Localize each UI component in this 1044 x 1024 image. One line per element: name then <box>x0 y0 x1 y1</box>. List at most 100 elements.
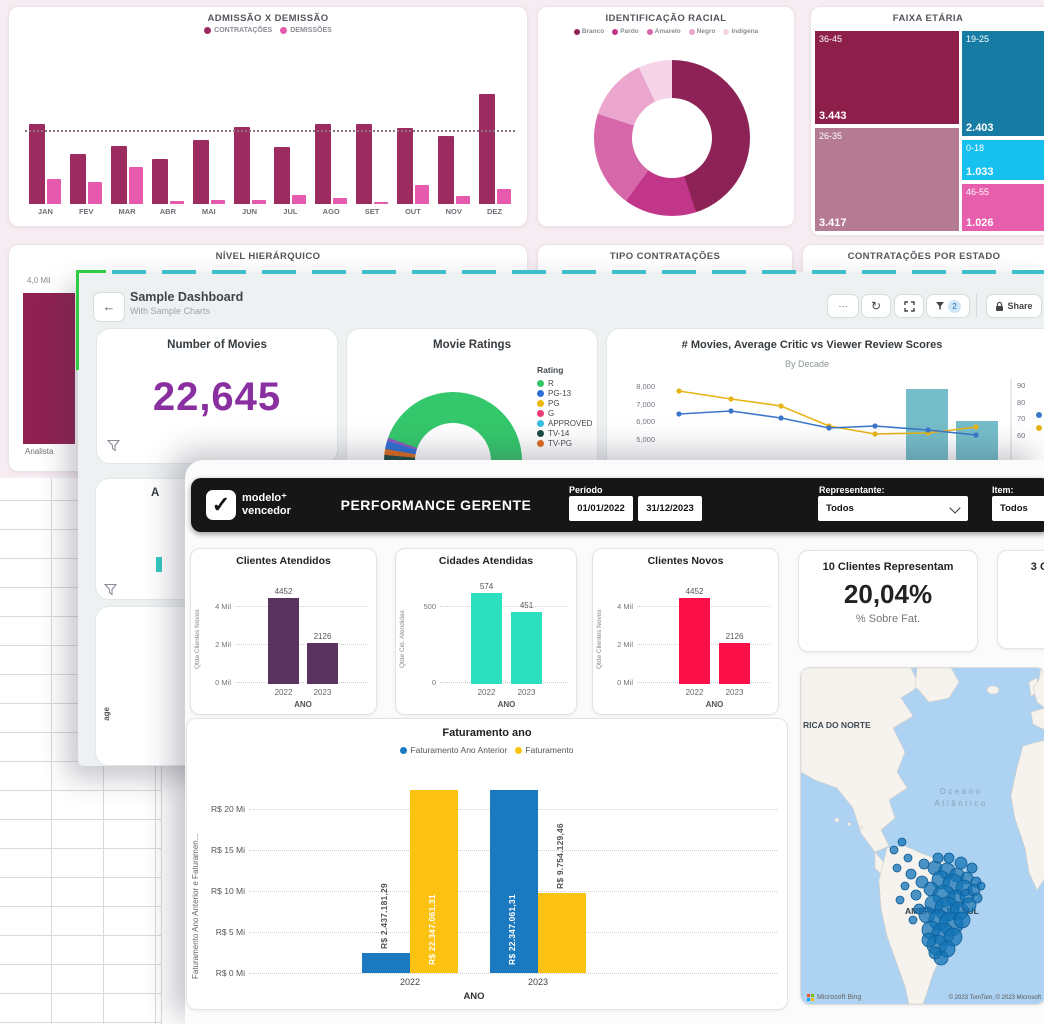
contratacoes-bar[interactable] <box>192 140 209 204</box>
map-bubble[interactable] <box>910 889 922 901</box>
treemap-block[interactable]: 36-45 3.443 <box>815 31 959 124</box>
treemap-block[interactable]: 46-55 1.026 <box>962 183 1044 231</box>
legend-item: DEMISSÕES <box>280 27 332 34</box>
map-bubble[interactable] <box>895 895 905 905</box>
treemap-block[interactable]: 0-18 1.033 <box>962 139 1044 181</box>
demissoes-bar[interactable] <box>414 185 429 204</box>
kpi-bar[interactable] <box>511 612 542 684</box>
map-bubble[interactable] <box>953 911 971 929</box>
contratacoes-bar[interactable] <box>274 147 291 204</box>
kpi-bar[interactable] <box>268 598 299 684</box>
filter-icon[interactable] <box>104 583 117 596</box>
y-axis-tick: 5,000 <box>636 434 655 444</box>
contratacoes-bar[interactable] <box>315 124 332 204</box>
contratacoes-bar[interactable] <box>111 146 128 204</box>
map-bubble[interactable] <box>908 915 918 925</box>
contratacoes-bar[interactable] <box>151 159 168 204</box>
more-button[interactable]: ··· <box>827 294 859 318</box>
kpi-bar[interactable] <box>307 643 338 684</box>
month-bar-group[interactable] <box>311 87 352 204</box>
fat-bar-faturamento[interactable] <box>538 893 586 973</box>
representante-dropdown[interactable]: Todos <box>818 496 968 521</box>
map-bubble[interactable] <box>889 845 899 855</box>
kpi-bar[interactable] <box>679 598 710 684</box>
admissao-bar-chart[interactable] <box>25 87 515 204</box>
month-bar-group[interactable] <box>270 87 311 204</box>
contratacoes-bar[interactable] <box>356 124 373 204</box>
window-resize-handle[interactable] <box>76 356 79 370</box>
contratacoes-bar[interactable] <box>70 154 87 204</box>
contratacoes-bar[interactable] <box>478 94 495 204</box>
demissoes-bar[interactable] <box>251 200 266 204</box>
map-bubble[interactable] <box>897 837 907 847</box>
map-bubble-cluster[interactable] <box>889 837 986 966</box>
month-bar-group[interactable] <box>188 87 229 204</box>
demissoes-bar[interactable] <box>169 201 184 204</box>
month-bar-group[interactable] <box>352 87 393 204</box>
demissoes-bar[interactable] <box>292 195 307 204</box>
filter-icon[interactable] <box>107 439 120 452</box>
map-bubble[interactable] <box>903 853 913 863</box>
month-bar-group[interactable] <box>474 87 515 204</box>
window-selection-corner-v <box>76 270 79 370</box>
treemap-block[interactable]: 26-35 3.417 <box>815 127 959 231</box>
fat-bar-anterior[interactable] <box>490 790 538 973</box>
contratacoes-bar[interactable] <box>29 124 46 204</box>
map-bubble[interactable] <box>966 862 978 874</box>
demissoes-bar[interactable] <box>455 196 470 204</box>
demissoes-bar[interactable] <box>374 202 389 204</box>
map-bubble[interactable] <box>892 863 902 873</box>
map-bubble[interactable] <box>915 875 929 889</box>
contratacoes-bar[interactable] <box>437 136 454 204</box>
map-bubble[interactable] <box>943 852 955 864</box>
share-button[interactable]: Share <box>986 294 1042 318</box>
treemap-block[interactable]: 19-25 2.403 <box>962 31 1044 137</box>
date-end-input[interactable]: 31/12/2023 <box>638 496 702 521</box>
month-bar-group[interactable] <box>147 87 188 204</box>
kpi-bar[interactable] <box>719 643 750 684</box>
demissoes-bar[interactable] <box>333 198 348 204</box>
map-bubble[interactable] <box>900 881 910 891</box>
identificacao-racial-card: IDENTIFICAÇÃO RACIAL Branco Pardo Amarelo N… <box>537 6 795 227</box>
month-bar-group[interactable] <box>433 87 474 204</box>
faixa-treemap[interactable]: 36-45 3.443 26-35 3.417 19-25 2.403 0-18 1.033 4… <box>815 31 1044 233</box>
brand-line-1: modelo⁺ <box>242 492 287 504</box>
filter-button[interactable]: 2 <box>926 294 970 318</box>
racial-donut-chart[interactable] <box>594 60 750 216</box>
map-bubble[interactable] <box>928 946 942 960</box>
month-bar-group[interactable] <box>392 87 433 204</box>
month-bar-group[interactable] <box>66 87 107 204</box>
item-dropdown[interactable]: Todos <box>992 496 1044 521</box>
contratacoes-bar[interactable] <box>233 127 250 204</box>
contratacoes-bar[interactable] <box>396 128 413 204</box>
date-start-input[interactable]: 01/01/2022 <box>569 496 633 521</box>
map-canvas[interactable]: RICA DO NORTE Oceano Atlântico AMÉRICA D… <box>801 668 1044 1004</box>
kpi-y-tick: 4 Mil <box>215 602 231 611</box>
fat-bar-anterior[interactable] <box>362 953 410 973</box>
map-bubble[interactable] <box>976 881 986 891</box>
kpi-bar[interactable] <box>471 593 502 684</box>
demissoes-bar[interactable] <box>47 179 62 204</box>
month-bar-group[interactable] <box>229 87 270 204</box>
back-button[interactable]: ← <box>93 292 125 322</box>
map-bubble[interactable] <box>921 932 937 948</box>
refresh-button[interactable]: ↻ <box>861 294 891 318</box>
map-bubble[interactable] <box>971 892 983 904</box>
demissoes-bar[interactable] <box>496 189 511 204</box>
map-bubble[interactable] <box>918 858 930 870</box>
month-bar-group[interactable] <box>25 87 66 204</box>
map-bubble[interactable] <box>932 852 944 864</box>
map-bubble[interactable] <box>954 856 968 870</box>
demissoes-bar[interactable] <box>88 182 103 204</box>
kpi-gridline <box>440 606 568 607</box>
month-bar-group[interactable] <box>107 87 148 204</box>
demissoes-bar[interactable] <box>210 200 225 204</box>
map-bubble[interactable] <box>905 868 917 880</box>
fat-bar-faturamento[interactable] <box>410 790 458 973</box>
y2-axis-tick: 60 <box>1017 430 1026 440</box>
fullscreen-button[interactable] <box>894 294 924 318</box>
map-bubble[interactable] <box>913 903 925 915</box>
map-bubble[interactable] <box>961 897 977 913</box>
nivel-bar[interactable] <box>23 293 75 444</box>
demissoes-bar[interactable] <box>129 167 144 204</box>
